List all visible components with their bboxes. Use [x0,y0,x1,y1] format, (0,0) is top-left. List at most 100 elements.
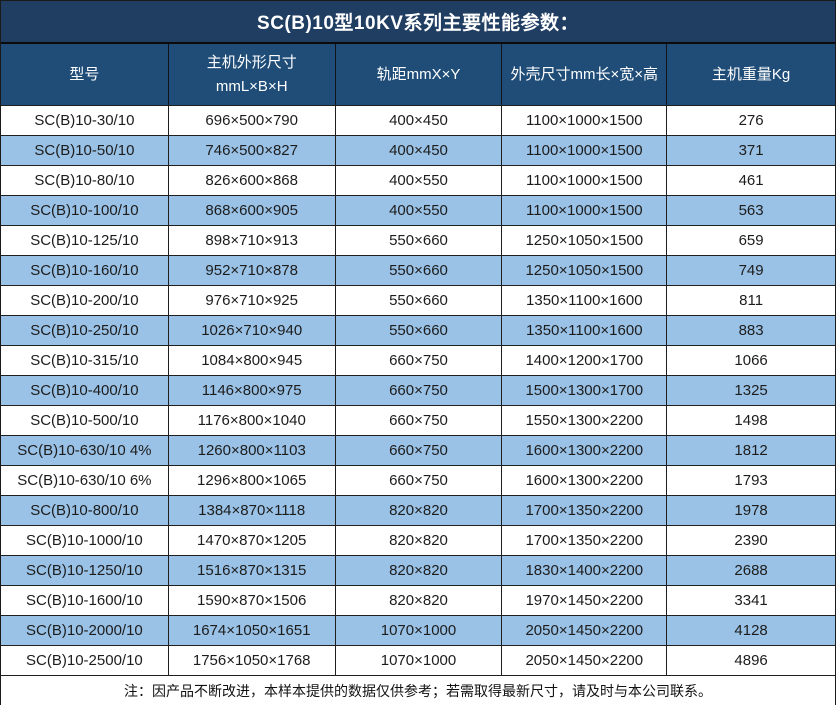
cell-rail-distance: 820×820 [336,586,503,615]
cell-weight: 659 [667,226,835,255]
column-header-shell-dimensions: 外壳尺寸mm长×宽×高 [502,44,667,105]
cell-rail-distance: 820×820 [336,526,503,555]
table-row: SC(B)10-125/10898×710×913550×6601250×105… [1,225,835,255]
cell-rail-distance: 820×820 [336,496,503,525]
table-row: SC(B)10-2000/101674×1050×16511070×100020… [1,615,835,645]
table-row: SC(B)10-1600/101590×870×1506820×8201970×… [1,585,835,615]
cell-main-size: 868×600×905 [169,196,336,225]
table-row: SC(B)10-630/10 6%1296×800×1065660×750160… [1,465,835,495]
table-row: SC(B)10-30/10696×500×790400×4501100×1000… [1,105,835,135]
cell-main-size: 696×500×790 [169,106,336,135]
column-header-main-dimensions: 主机外形尺寸 mmL×B×H [169,44,336,105]
cell-rail-distance: 550×660 [336,316,503,345]
cell-shell-size: 1100×1000×1500 [502,136,667,165]
cell-main-size: 1384×870×1118 [169,496,336,525]
cell-main-size: 1516×870×1315 [169,556,336,585]
column-header-rail-distance: 轨距mmX×Y [336,44,503,105]
cell-shell-size: 1500×1300×1700 [502,376,667,405]
cell-shell-size: 1250×1050×1500 [502,226,667,255]
cell-main-size: 1674×1050×1651 [169,616,336,645]
cell-rail-distance: 660×750 [336,376,503,405]
table-header-row: 型号 主机外形尺寸 mmL×B×H 轨距mmX×Y 外壳尺寸mm长×宽×高 主机… [1,44,835,105]
table-row: SC(B)10-160/10952×710×878550×6601250×105… [1,255,835,285]
cell-main-size: 976×710×925 [169,286,336,315]
cell-main-size: 1756×1050×1768 [169,646,336,675]
cell-main-size: 952×710×878 [169,256,336,285]
cell-weight: 4128 [667,616,835,645]
cell-weight: 461 [667,166,835,195]
table-row: SC(B)10-315/101084×800×945660×7501400×12… [1,345,835,375]
cell-model: SC(B)10-2000/10 [1,616,169,645]
cell-rail-distance: 550×660 [336,256,503,285]
cell-weight: 276 [667,106,835,135]
table-body: SC(B)10-30/10696×500×790400×4501100×1000… [1,105,835,675]
cell-shell-size: 1600×1300×2200 [502,466,667,495]
cell-main-size: 1084×800×945 [169,346,336,375]
cell-shell-size: 1600×1300×2200 [502,436,667,465]
cell-main-size: 1296×800×1065 [169,466,336,495]
cell-rail-distance: 660×750 [336,436,503,465]
cell-model: SC(B)10-250/10 [1,316,169,345]
cell-model: SC(B)10-630/10 6% [1,466,169,495]
cell-weight: 749 [667,256,835,285]
cell-weight: 1978 [667,496,835,525]
cell-weight: 2688 [667,556,835,585]
cell-weight: 1812 [667,436,835,465]
cell-model: SC(B)10-100/10 [1,196,169,225]
cell-main-size: 826×600×868 [169,166,336,195]
cell-weight: 811 [667,286,835,315]
cell-model: SC(B)10-800/10 [1,496,169,525]
cell-shell-size: 1400×1200×1700 [502,346,667,375]
table-row: SC(B)10-2500/101756×1050×17681070×100020… [1,645,835,675]
cell-shell-size: 1250×1050×1500 [502,256,667,285]
cell-shell-size: 1550×1300×2200 [502,406,667,435]
cell-weight: 1498 [667,406,835,435]
cell-main-size: 1260×800×1103 [169,436,336,465]
cell-shell-size: 1830×1400×2200 [502,556,667,585]
cell-shell-size: 1350×1100×1600 [502,316,667,345]
cell-model: SC(B)10-1000/10 [1,526,169,555]
column-header-model: 型号 [1,44,169,105]
table-row: SC(B)10-250/101026×710×940550×6601350×11… [1,315,835,345]
cell-rail-distance: 660×750 [336,406,503,435]
cell-weight: 563 [667,196,835,225]
table-row: SC(B)10-50/10746×500×827400×4501100×1000… [1,135,835,165]
spec-table: SC(B)10型10KV系列主要性能参数： 型号 主机外形尺寸 mmL×B×H … [0,0,836,705]
cell-weight: 1325 [667,376,835,405]
cell-rail-distance: 400×550 [336,196,503,225]
cell-shell-size: 1100×1000×1500 [502,196,667,225]
table-row: SC(B)10-800/101384×870×1118820×8201700×1… [1,495,835,525]
cell-shell-size: 1350×1100×1600 [502,286,667,315]
cell-shell-size: 1100×1000×1500 [502,106,667,135]
cell-rail-distance: 550×660 [336,286,503,315]
cell-model: SC(B)10-125/10 [1,226,169,255]
cell-weight: 4896 [667,646,835,675]
table-row: SC(B)10-200/10976×710×925550×6601350×110… [1,285,835,315]
cell-shell-size: 2050×1450×2200 [502,646,667,675]
cell-main-size: 1470×870×1205 [169,526,336,555]
cell-model: SC(B)10-1600/10 [1,586,169,615]
cell-shell-size: 2050×1450×2200 [502,616,667,645]
cell-rail-distance: 1070×1000 [336,616,503,645]
table-row: SC(B)10-630/10 4%1260×800×1103660×750160… [1,435,835,465]
table-row: SC(B)10-1250/101516×870×1315820×8201830×… [1,555,835,585]
cell-weight: 2390 [667,526,835,555]
cell-model: SC(B)10-500/10 [1,406,169,435]
table-title: SC(B)10型10KV系列主要性能参数： [1,1,835,44]
cell-rail-distance: 400×450 [336,136,503,165]
footer-note: 注：因产品不断改进，本样本提供的数据仅供参考；若需取得最新尺寸，请及时与本公司联… [1,675,835,706]
cell-shell-size: 1100×1000×1500 [502,166,667,195]
cell-rail-distance: 400×450 [336,106,503,135]
table-row: SC(B)10-1000/101470×870×1205820×8201700×… [1,525,835,555]
cell-rail-distance: 400×550 [336,166,503,195]
cell-model: SC(B)10-1250/10 [1,556,169,585]
cell-rail-distance: 1070×1000 [336,646,503,675]
cell-weight: 371 [667,136,835,165]
cell-shell-size: 1970×1450×2200 [502,586,667,615]
cell-weight: 1793 [667,466,835,495]
cell-rail-distance: 550×660 [336,226,503,255]
cell-weight: 1066 [667,346,835,375]
cell-model: SC(B)10-160/10 [1,256,169,285]
cell-model: SC(B)10-200/10 [1,286,169,315]
cell-main-size: 1590×870×1506 [169,586,336,615]
